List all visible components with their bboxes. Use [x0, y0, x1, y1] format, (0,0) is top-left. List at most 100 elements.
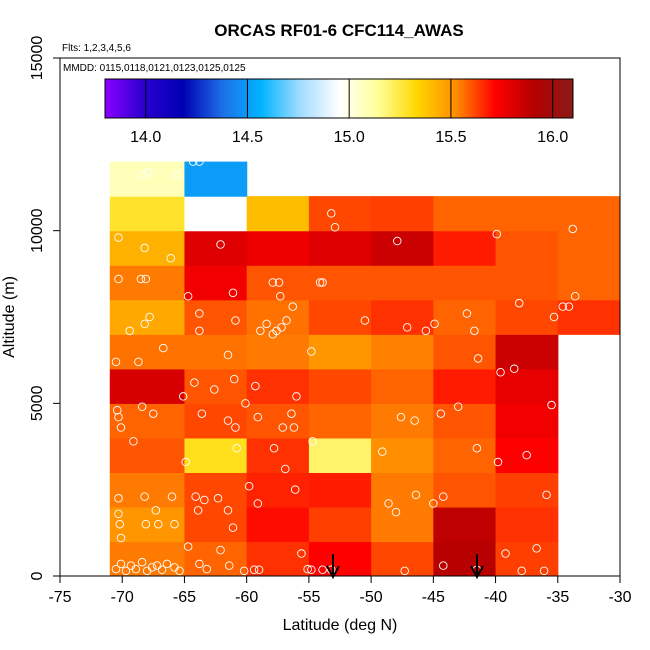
heatmap-cell [109, 403, 186, 439]
sample-point [254, 565, 264, 575]
heatmap-cell [184, 230, 248, 266]
heatmap-cell [495, 472, 559, 508]
sample-point [134, 357, 143, 367]
sample-point [140, 319, 149, 329]
sample-point [141, 274, 151, 284]
heatmap-cell [184, 541, 248, 576]
heatmap-cell [246, 196, 310, 232]
sample-point [223, 506, 233, 515]
x-tick-label: -60 [235, 589, 258, 606]
heatmap-cell [109, 334, 186, 370]
heatmap-cell [371, 196, 434, 232]
heatmap-cell [184, 299, 248, 335]
sample-point [228, 288, 238, 298]
sample-point [290, 485, 300, 494]
x-tick-label: -70 [111, 589, 134, 606]
sample-point [256, 326, 265, 336]
y-tick-label: 5000 [29, 385, 46, 421]
sample-point [249, 565, 259, 575]
sample-point [141, 519, 151, 529]
sample-point [564, 302, 574, 311]
sample-point [439, 561, 448, 570]
sample-point [239, 566, 249, 576]
heatmap-cell [371, 334, 434, 370]
colorbar-tick-label: 16.0 [537, 129, 568, 146]
heatmap-cell [308, 403, 372, 439]
sample-point [114, 494, 123, 503]
heatmap-cell [308, 196, 372, 232]
x-tick-label: -40 [484, 589, 507, 606]
sample-point [253, 412, 263, 422]
sample-point [140, 243, 149, 253]
sample-point [547, 400, 556, 410]
sample-point [496, 368, 505, 377]
x-tick-label: -65 [173, 589, 196, 606]
sample-point [200, 495, 209, 505]
sample-point [278, 423, 288, 432]
colorbar-tick-label: 15.0 [334, 129, 365, 146]
sample-point [167, 492, 177, 501]
sample-point [195, 326, 204, 336]
sample-point [112, 405, 122, 415]
sample-point [514, 298, 524, 308]
sample-point [396, 412, 406, 422]
sample-point [190, 378, 199, 387]
heatmap-cell [109, 368, 186, 404]
heatmap-cell [184, 403, 248, 439]
sample-point [307, 565, 316, 575]
sample-point [170, 519, 179, 529]
sample-point [297, 549, 306, 558]
heatmap-cell [109, 472, 186, 508]
sample-point [228, 523, 238, 532]
heatmap-cell [109, 196, 186, 232]
heatmap-cell [371, 368, 434, 404]
sample-point [241, 399, 250, 408]
sample-point [131, 564, 141, 574]
sample-point [400, 566, 409, 576]
sample-point [429, 499, 438, 508]
sample-point [166, 254, 176, 263]
sample-point [436, 409, 446, 418]
dates-note: MMDD: 0115,0118,0121,0123,0125,0125 [63, 63, 246, 74]
sample-point [289, 423, 299, 432]
heatmap-cell [246, 437, 310, 473]
sample-point [330, 222, 340, 232]
sample-point [157, 565, 167, 575]
sample-point [216, 240, 225, 249]
sample-point [288, 302, 297, 311]
sample-point [195, 157, 204, 166]
heatmap-cell [246, 541, 310, 576]
heatmap-cell [433, 196, 497, 232]
x-tick-label: -35 [546, 589, 569, 606]
sample-point [116, 423, 126, 432]
sample-point [111, 357, 121, 367]
sample-point [202, 564, 212, 574]
sample-point [384, 499, 393, 508]
sample-point [159, 343, 168, 353]
colorbar-tick-label: 14.0 [130, 129, 161, 146]
sample-point [462, 309, 472, 318]
sample-point [223, 416, 233, 425]
y-tick-label: 0 [29, 571, 46, 580]
sample-point [229, 374, 239, 384]
heatmap-cell [433, 541, 497, 576]
sample-point [269, 443, 279, 453]
heatmap-cell [371, 265, 434, 301]
sample-point [307, 347, 316, 356]
sample-point [162, 559, 172, 569]
heatmap-cell [184, 265, 248, 301]
heatmap-cell [495, 334, 559, 370]
sample-point [568, 224, 577, 234]
sample-point [277, 323, 286, 332]
sample-point [251, 381, 260, 391]
sample-point [137, 402, 147, 412]
heatmap-cell [495, 506, 559, 543]
sample-point [183, 292, 193, 301]
heatmap-cells [109, 161, 620, 576]
colorbar-bar [104, 78, 574, 119]
sample-point [125, 326, 134, 336]
sample-point [532, 544, 541, 553]
sample-point [253, 499, 263, 508]
heatmap-cell [109, 506, 186, 543]
sample-point [509, 364, 519, 374]
